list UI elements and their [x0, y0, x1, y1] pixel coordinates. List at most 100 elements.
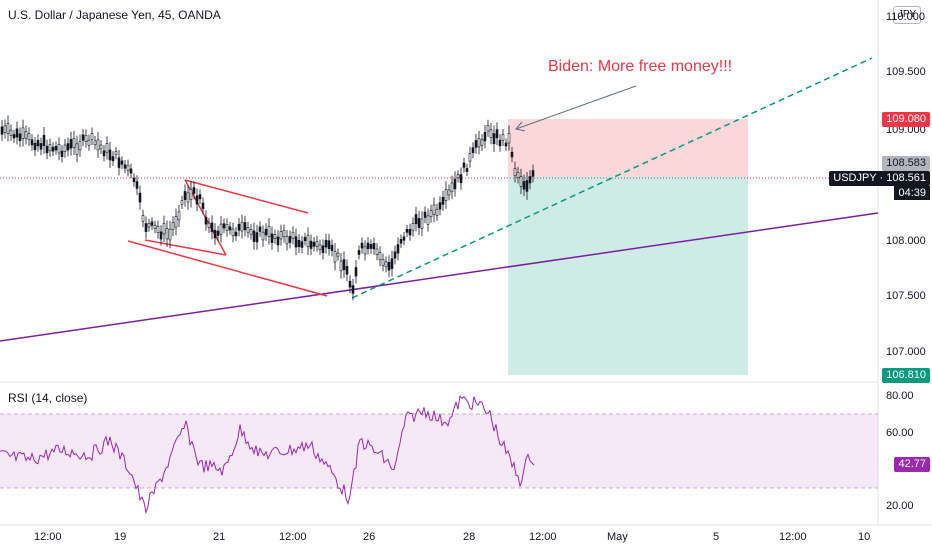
candle-body — [501, 134, 505, 141]
price-tick: 110.000 — [886, 11, 925, 23]
annotation-arrow[interactable] — [515, 85, 637, 130]
candle-body — [288, 236, 292, 243]
candle-body — [204, 216, 208, 225]
candle-body — [375, 248, 379, 255]
price-tick: 107.000 — [886, 346, 926, 358]
candle-body — [69, 138, 73, 149]
candle-body — [414, 214, 418, 225]
candle-body — [432, 204, 436, 215]
stop-loss-zone[interactable] — [508, 119, 748, 176]
channel-mid-line[interactable] — [144, 239, 227, 256]
rsi-tick: 20.00 — [886, 500, 914, 512]
candle-body — [171, 222, 175, 230]
candle-body — [249, 229, 253, 235]
candle-body — [420, 218, 424, 229]
candle-body — [459, 174, 463, 184]
candle-body — [219, 223, 223, 235]
candle-body — [135, 181, 139, 189]
channel-lower-line[interactable] — [127, 240, 328, 297]
candle-body — [246, 227, 250, 233]
candle-body — [0, 126, 4, 135]
candle-body — [150, 221, 154, 226]
candle-body — [378, 252, 382, 261]
time-tick: 19 — [114, 531, 127, 543]
time-tick: May — [607, 531, 628, 543]
candle-body — [117, 157, 121, 168]
candle-body — [369, 244, 373, 249]
candle-body — [60, 150, 64, 157]
candle-body — [504, 142, 508, 147]
candle-body — [81, 134, 85, 141]
candle-body — [402, 236, 406, 241]
candle-body — [201, 202, 205, 209]
candle-body — [465, 168, 469, 172]
channel-upper-line[interactable] — [184, 179, 309, 214]
candle-body — [237, 223, 241, 231]
candle-body — [84, 135, 88, 142]
candle-body — [351, 285, 355, 294]
annotation-text[interactable]: Biden: More free money!!! — [548, 58, 733, 75]
candle-body — [453, 178, 457, 190]
rsi-value-label: 42.77 — [894, 457, 930, 472]
rsi-line[interactable] — [0, 394, 535, 515]
candle-body — [51, 146, 55, 152]
candle-body — [198, 194, 202, 200]
candle-body — [360, 242, 364, 249]
rsi-band — [0, 414, 878, 488]
candle-body — [342, 259, 346, 271]
candle-body — [87, 139, 91, 146]
candle-body — [525, 180, 529, 192]
candle-body — [147, 223, 151, 228]
candle-body — [54, 146, 58, 151]
candle-body — [480, 139, 484, 146]
candle-body — [186, 192, 190, 203]
candle-body — [18, 133, 22, 142]
candle-body — [474, 140, 478, 148]
candle-body — [282, 230, 286, 237]
candle-body — [291, 231, 295, 239]
candle-body — [327, 240, 331, 249]
candle-body — [3, 125, 7, 133]
candle-body — [450, 182, 454, 193]
candle-body — [267, 225, 271, 237]
candle-body — [510, 151, 514, 158]
candle-body — [105, 143, 109, 153]
dashed-green-trendline[interactable] — [351, 57, 873, 299]
price-tick: 109.500 — [886, 66, 926, 78]
candle-body — [213, 229, 217, 239]
purple-trendline[interactable] — [0, 212, 879, 342]
candle-body — [168, 228, 172, 241]
candle-body — [528, 176, 532, 184]
candle-body — [405, 229, 409, 233]
take-profit-zone[interactable] — [508, 176, 748, 375]
candle-body — [174, 216, 178, 228]
time-tick: 21 — [213, 531, 226, 543]
candlestick-series[interactable] — [0, 115, 535, 301]
candle-body — [513, 168, 517, 177]
candle-body — [399, 239, 403, 244]
candle-body — [456, 174, 460, 179]
candle-body — [228, 226, 232, 231]
candle-body — [162, 223, 166, 235]
candle-body — [333, 251, 337, 263]
target-price-label[interactable]: 106.810 — [882, 368, 930, 383]
time-tick: 10 — [858, 531, 871, 543]
candle-body — [531, 170, 535, 177]
rsi-title[interactable]: RSI (14, close) — [8, 391, 88, 405]
candle-body — [408, 229, 412, 236]
candle-body — [99, 144, 103, 150]
candle-body — [165, 228, 169, 240]
candle-body — [195, 195, 199, 205]
stop-price-label[interactable]: 109.080 — [882, 112, 930, 127]
currency-badge[interactable]: JPY — [893, 6, 921, 24]
bar-countdown: 04:39 — [894, 186, 930, 200]
candle-body — [243, 222, 247, 231]
candle-body — [258, 226, 262, 232]
candle-body — [498, 139, 502, 147]
candle-body — [15, 128, 19, 138]
candle-body — [48, 144, 52, 152]
time-tick: 26 — [363, 531, 376, 543]
candle-body — [114, 151, 118, 156]
candle-body — [108, 149, 112, 161]
